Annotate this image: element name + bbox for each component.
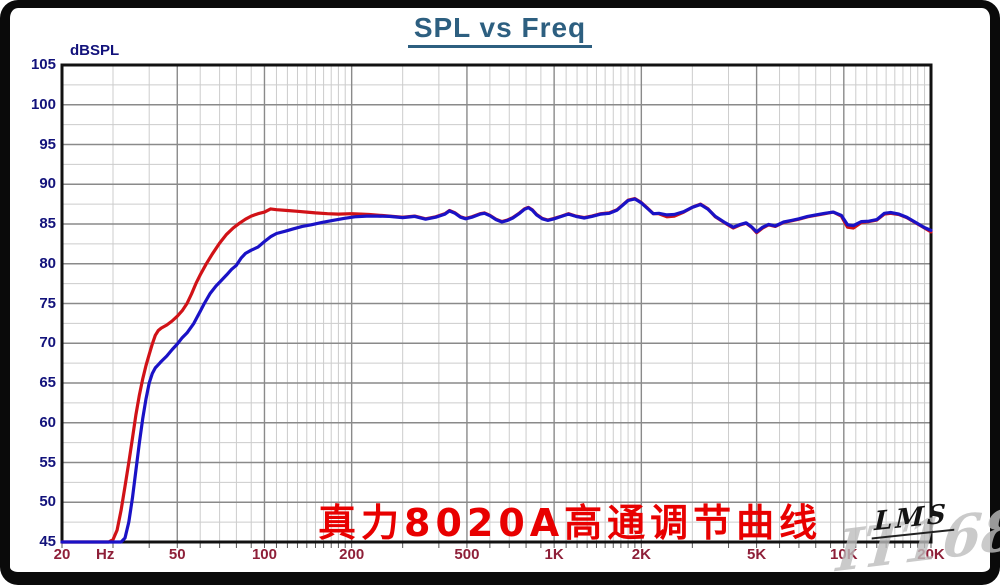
- y-axis-tick-label: 45: [39, 533, 56, 550]
- y-axis-tick-label: 90: [39, 175, 56, 193]
- x-axis-tick-label: 20K: [917, 546, 945, 563]
- annotation-text: 真力8020A高通调节曲线: [318, 501, 823, 545]
- y-axis-tick-label: 60: [39, 413, 56, 431]
- x-axis-tick-label: 10K: [830, 546, 858, 563]
- x-axis-tick-label: 2K: [631, 546, 651, 563]
- red-curve: [60, 197, 933, 544]
- blue-curve: [60, 197, 933, 544]
- x-axis-tick-label: 1K: [544, 546, 564, 563]
- x-axis-tick-label: 500: [454, 546, 480, 563]
- y-axis-tick-label: 50: [39, 493, 56, 511]
- y-axis-tick-label: 85: [39, 215, 56, 232]
- y-axis-tick-label: 55: [39, 453, 56, 471]
- y-axis-tick-label: 75: [39, 294, 56, 312]
- y-axis-unit-label: dBSPL: [70, 42, 120, 59]
- x-axis-tick-label: 50: [168, 546, 186, 563]
- y-axis-tick-label: 105: [30, 56, 56, 73]
- y-axis-tick-label: 95: [39, 135, 56, 153]
- y-axis-tick-label: 100: [30, 95, 56, 113]
- y-axis-tick-label: 70: [39, 334, 56, 352]
- chart-title-text: SPL vs Freq: [407, 12, 593, 48]
- x-axis-tick-label: 200: [339, 546, 365, 563]
- x-axis-tick-label: 5K: [747, 546, 767, 563]
- y-axis-tick-label: 80: [39, 254, 56, 272]
- y-axis-tick-label: 65: [39, 374, 56, 391]
- x-axis-tick-label: 100: [251, 546, 277, 563]
- x-axis-tick-label: 20: [53, 546, 71, 563]
- x-axis-unit-label: Hz: [96, 546, 115, 563]
- chart-title: SPL vs Freq: [0, 12, 1000, 48]
